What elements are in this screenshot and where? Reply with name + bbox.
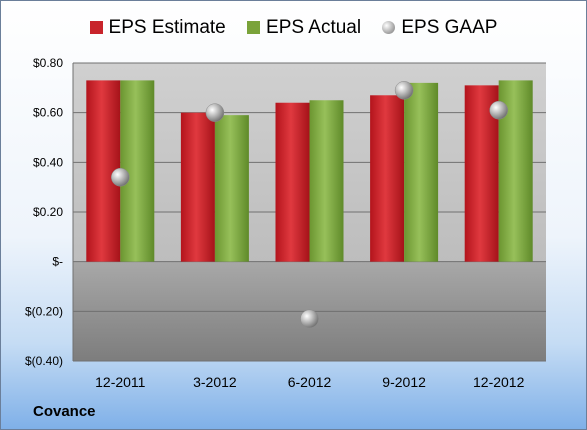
company-name: Covance	[33, 403, 96, 420]
legend-swatch-gaap	[382, 21, 396, 34]
x-tick-label: 12-2011	[95, 374, 146, 390]
legend-item-actual: EPS Actual	[247, 17, 361, 39]
point-eps-gaap	[300, 309, 319, 329]
bar-eps-estimate	[180, 112, 215, 262]
bar-eps-actual	[404, 82, 439, 262]
x-tick-label: 3-2012	[193, 374, 237, 390]
point-eps-gaap	[205, 103, 225, 122]
legend-item-estimate: EPS Estimate	[89, 17, 226, 39]
y-tick-label: $0.80	[33, 56, 63, 70]
legend-label-estimate: EPS Estimate	[108, 17, 226, 38]
legend-label-gaap: EPS GAAP	[401, 17, 498, 38]
point-eps-gaap	[394, 81, 414, 100]
y-tick-label: $(0.40)	[25, 354, 63, 368]
y-tick-label: $-	[52, 255, 63, 269]
point-eps-gaap	[489, 100, 508, 120]
x-tick-label: 12-2012	[473, 374, 525, 390]
point-eps-gaap	[111, 167, 130, 187]
y-tick-label: $0.20	[33, 205, 63, 219]
x-tick-label: 9-2012	[382, 374, 426, 390]
bar-eps-actual	[309, 100, 344, 262]
legend: EPS Estimate EPS Actual EPS GAAP	[1, 17, 586, 39]
y-tick-label: $0.40	[33, 155, 63, 169]
legend-label-actual: EPS Actual	[266, 17, 362, 38]
legend-item-gaap: EPS GAAP	[382, 17, 497, 39]
x-tick-label: 6-2012	[288, 374, 332, 390]
y-tick-label: $0.60	[33, 106, 63, 120]
bar-eps-actual	[214, 115, 249, 262]
bar-eps-estimate	[370, 95, 405, 262]
bar-eps-estimate	[275, 102, 310, 262]
legend-swatch-actual	[247, 21, 261, 34]
y-tick-label: $(0.20)	[25, 304, 63, 318]
legend-swatch-estimate	[89, 21, 103, 34]
